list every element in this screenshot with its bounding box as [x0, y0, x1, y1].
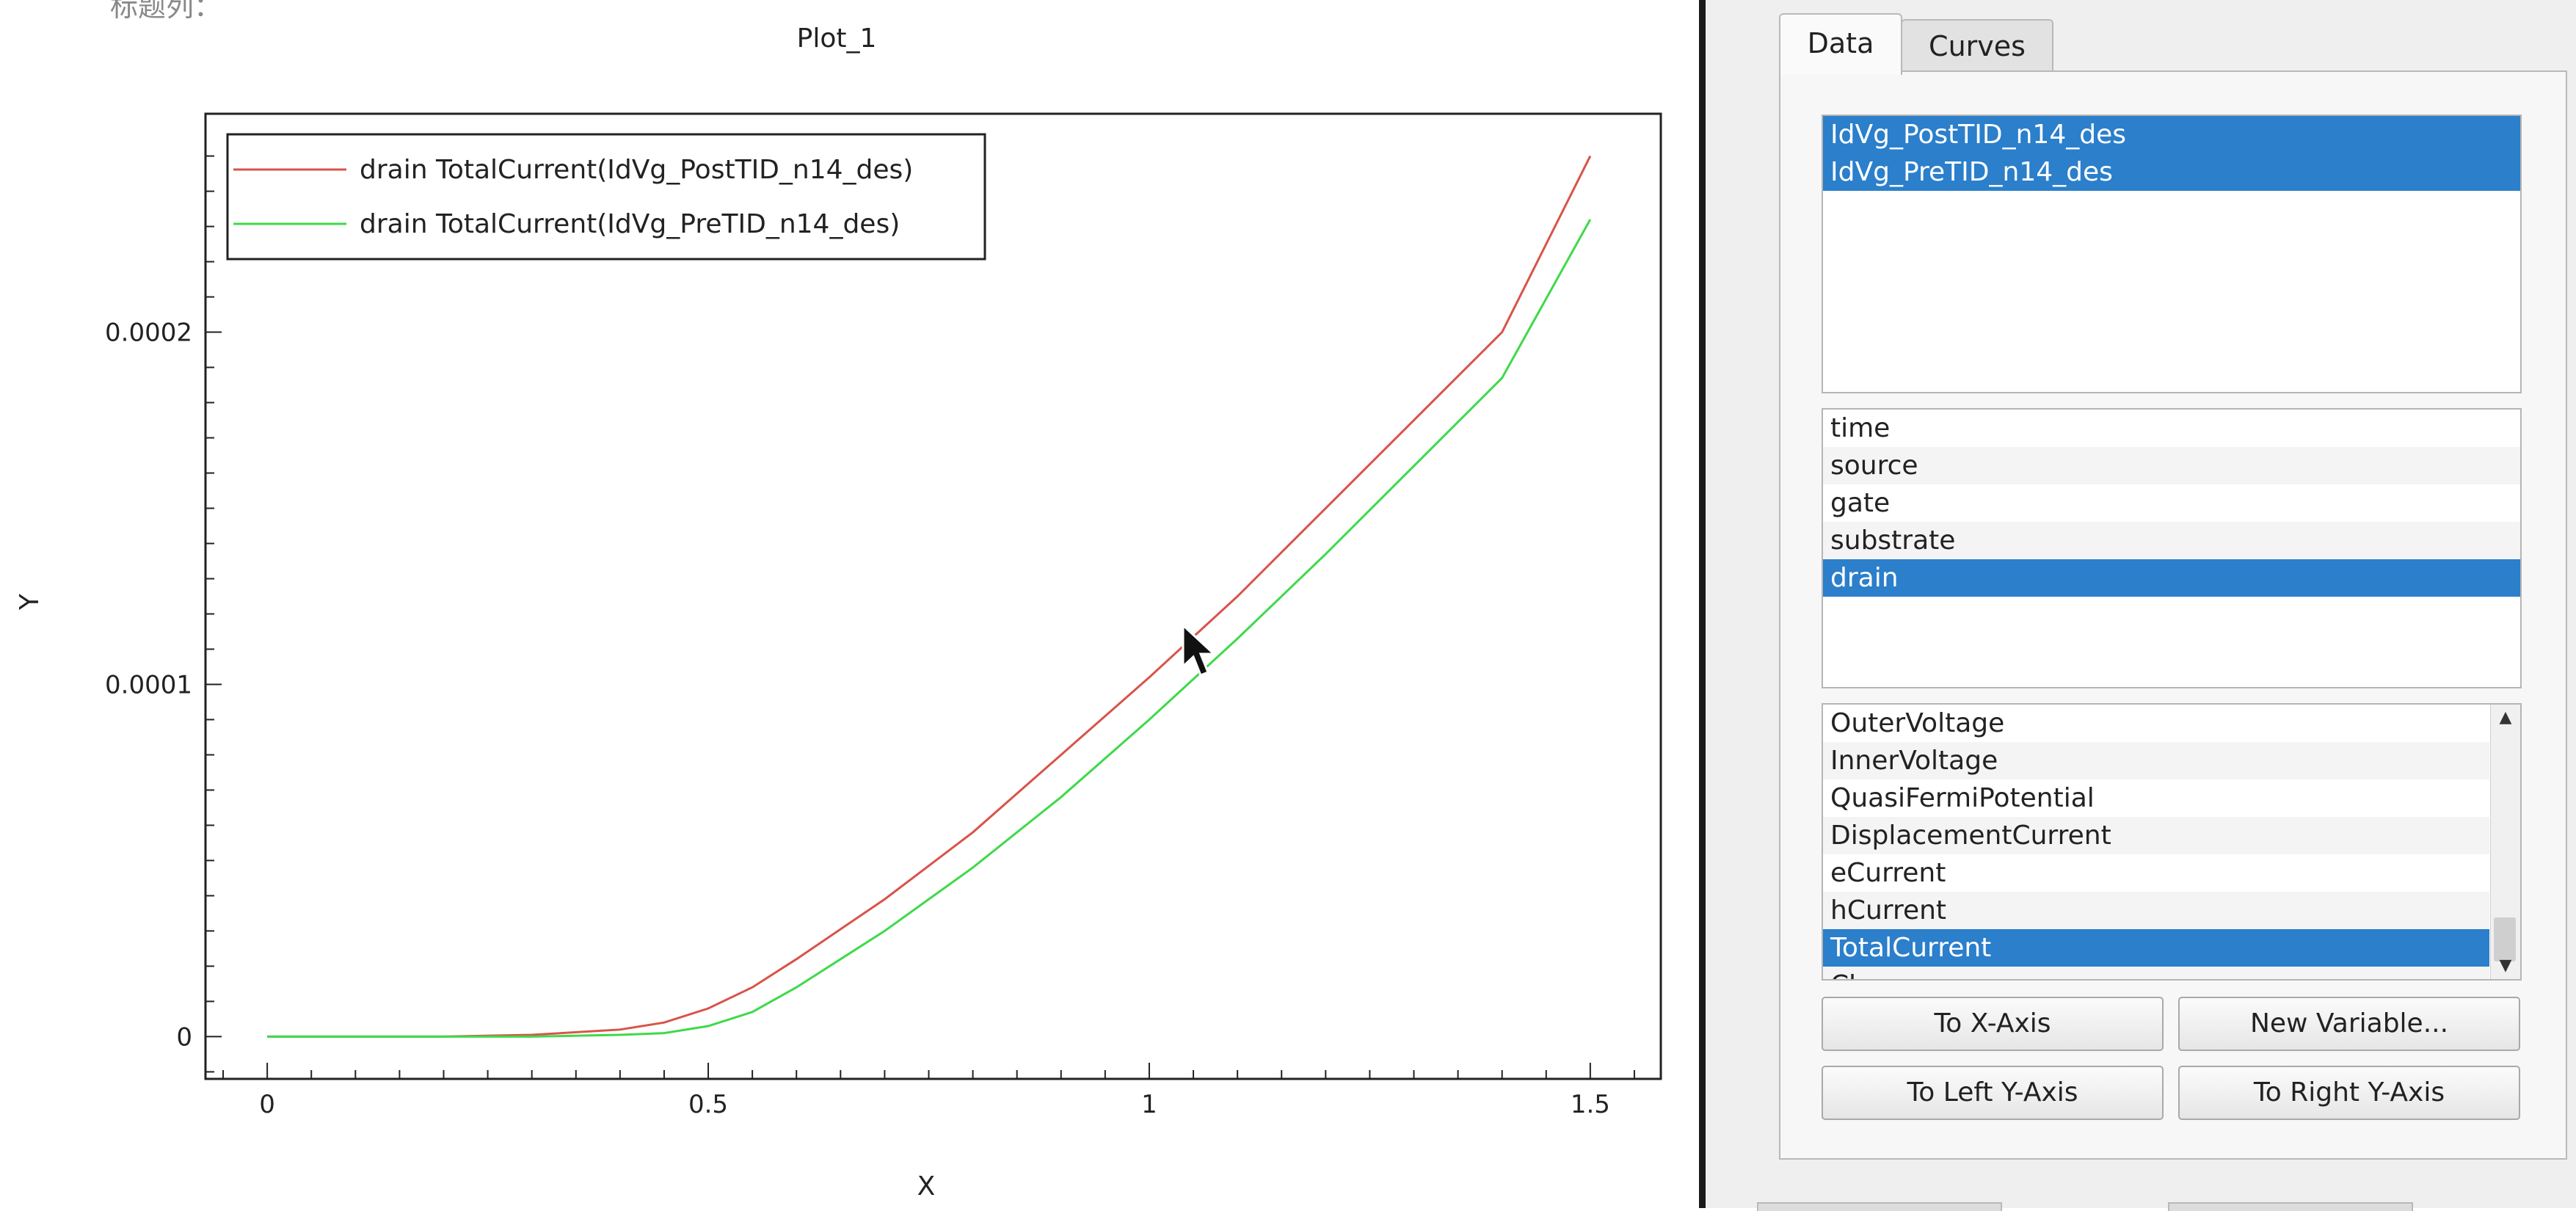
panel-divider[interactable]: [1699, 0, 1706, 1208]
legend-label-2: drain TotalCurrent(IdVg_PreTID_n14_des): [360, 209, 900, 239]
dataset-list[interactable]: IdVg_PostTID_n14_des IdVg_PreTID_n14_des: [1822, 114, 2522, 393]
legend-label-1: drain TotalCurrent(IdVg_PostTID_n14_des): [360, 155, 913, 185]
data-panel: Data Curves IdVg_PostTID_n14_des IdVg_Pre…: [1706, 0, 2576, 1211]
scroll-down-icon[interactable]: ▼: [2499, 956, 2512, 975]
top-left-fragment: 标题列：: [110, 0, 222, 23]
x-tick-label: 1: [1141, 1090, 1157, 1119]
dataset-list-item[interactable]: IdVg_PreTID_n14_des: [1823, 153, 2520, 191]
group-list-item[interactable]: substrate: [1823, 522, 2520, 559]
bottom-tab-right[interactable]: [2168, 1202, 2413, 1211]
tab-data[interactable]: Data: [1779, 13, 1902, 75]
dataset-list-item[interactable]: IdVg_PostTID_n14_des: [1823, 116, 2520, 153]
group-list[interactable]: time source gate substrate drain: [1822, 408, 2522, 688]
new-variable-button[interactable]: New Variable...: [2178, 997, 2520, 1051]
scroll-up-icon[interactable]: ▲: [2499, 708, 2512, 727]
group-list-item[interactable]: drain: [1823, 559, 2520, 597]
group-list-item[interactable]: gate: [1830, 488, 1891, 518]
legend-box: [226, 133, 986, 261]
variable-list-item[interactable]: Ch: [1823, 967, 2489, 979]
to-right-y-axis-button[interactable]: To Right Y-Axis: [2178, 1066, 2520, 1120]
variable-list-item[interactable]: OuterVoltage: [1830, 708, 2005, 738]
group-list-item[interactable]: source: [1823, 447, 2520, 484]
variable-list-item[interactable]: eCurrent: [1830, 858, 1946, 888]
tab-curves[interactable]: Curves: [1901, 19, 2053, 72]
bottom-tab-left[interactable]: [1757, 1202, 2002, 1211]
to-left-y-axis-button[interactable]: To Left Y-Axis: [1822, 1066, 2164, 1120]
y-tick-label: 0.0001: [105, 670, 192, 699]
mouse-cursor-icon: [1182, 622, 1217, 677]
x-tick-label: 1.5: [1571, 1090, 1610, 1119]
series-line-1: [267, 155, 1592, 1038]
y-tick-label: 0.0002: [105, 319, 192, 348]
variable-list-item[interactable]: QuasiFermiPotential: [1830, 783, 2095, 813]
x-tick-label: 0.5: [688, 1090, 728, 1119]
variable-list-item[interactable]: InnerVoltage: [1823, 742, 2489, 779]
variable-list-item[interactable]: TotalCurrent: [1823, 929, 2489, 967]
variable-list-scrollbar[interactable]: ▲ ▼: [2490, 705, 2520, 979]
variable-list-item[interactable]: hCurrent: [1823, 892, 2489, 929]
variable-list[interactable]: OuterVoltage InnerVoltage QuasiFermiPotent…: [1822, 703, 2522, 981]
series-line-2: [267, 219, 1592, 1038]
to-x-axis-button[interactable]: To X-Axis: [1822, 997, 2164, 1051]
scrollbar-thumb[interactable]: [2494, 917, 2516, 961]
x-tick-label: 0: [259, 1090, 275, 1119]
y-tick-label: 0: [176, 1022, 192, 1052]
plot-frame: [204, 112, 1662, 1080]
data-tab-page: IdVg_PostTID_n14_des IdVg_PreTID_n14_des …: [1779, 70, 2567, 1160]
variable-list-item[interactable]: DisplacementCurrent: [1823, 817, 2489, 854]
x-axis-label: X: [917, 1171, 936, 1201]
group-list-item[interactable]: time: [1830, 413, 1891, 443]
y-axis-label: Y: [15, 593, 45, 611]
chart-title: Plot_1: [797, 23, 877, 54]
